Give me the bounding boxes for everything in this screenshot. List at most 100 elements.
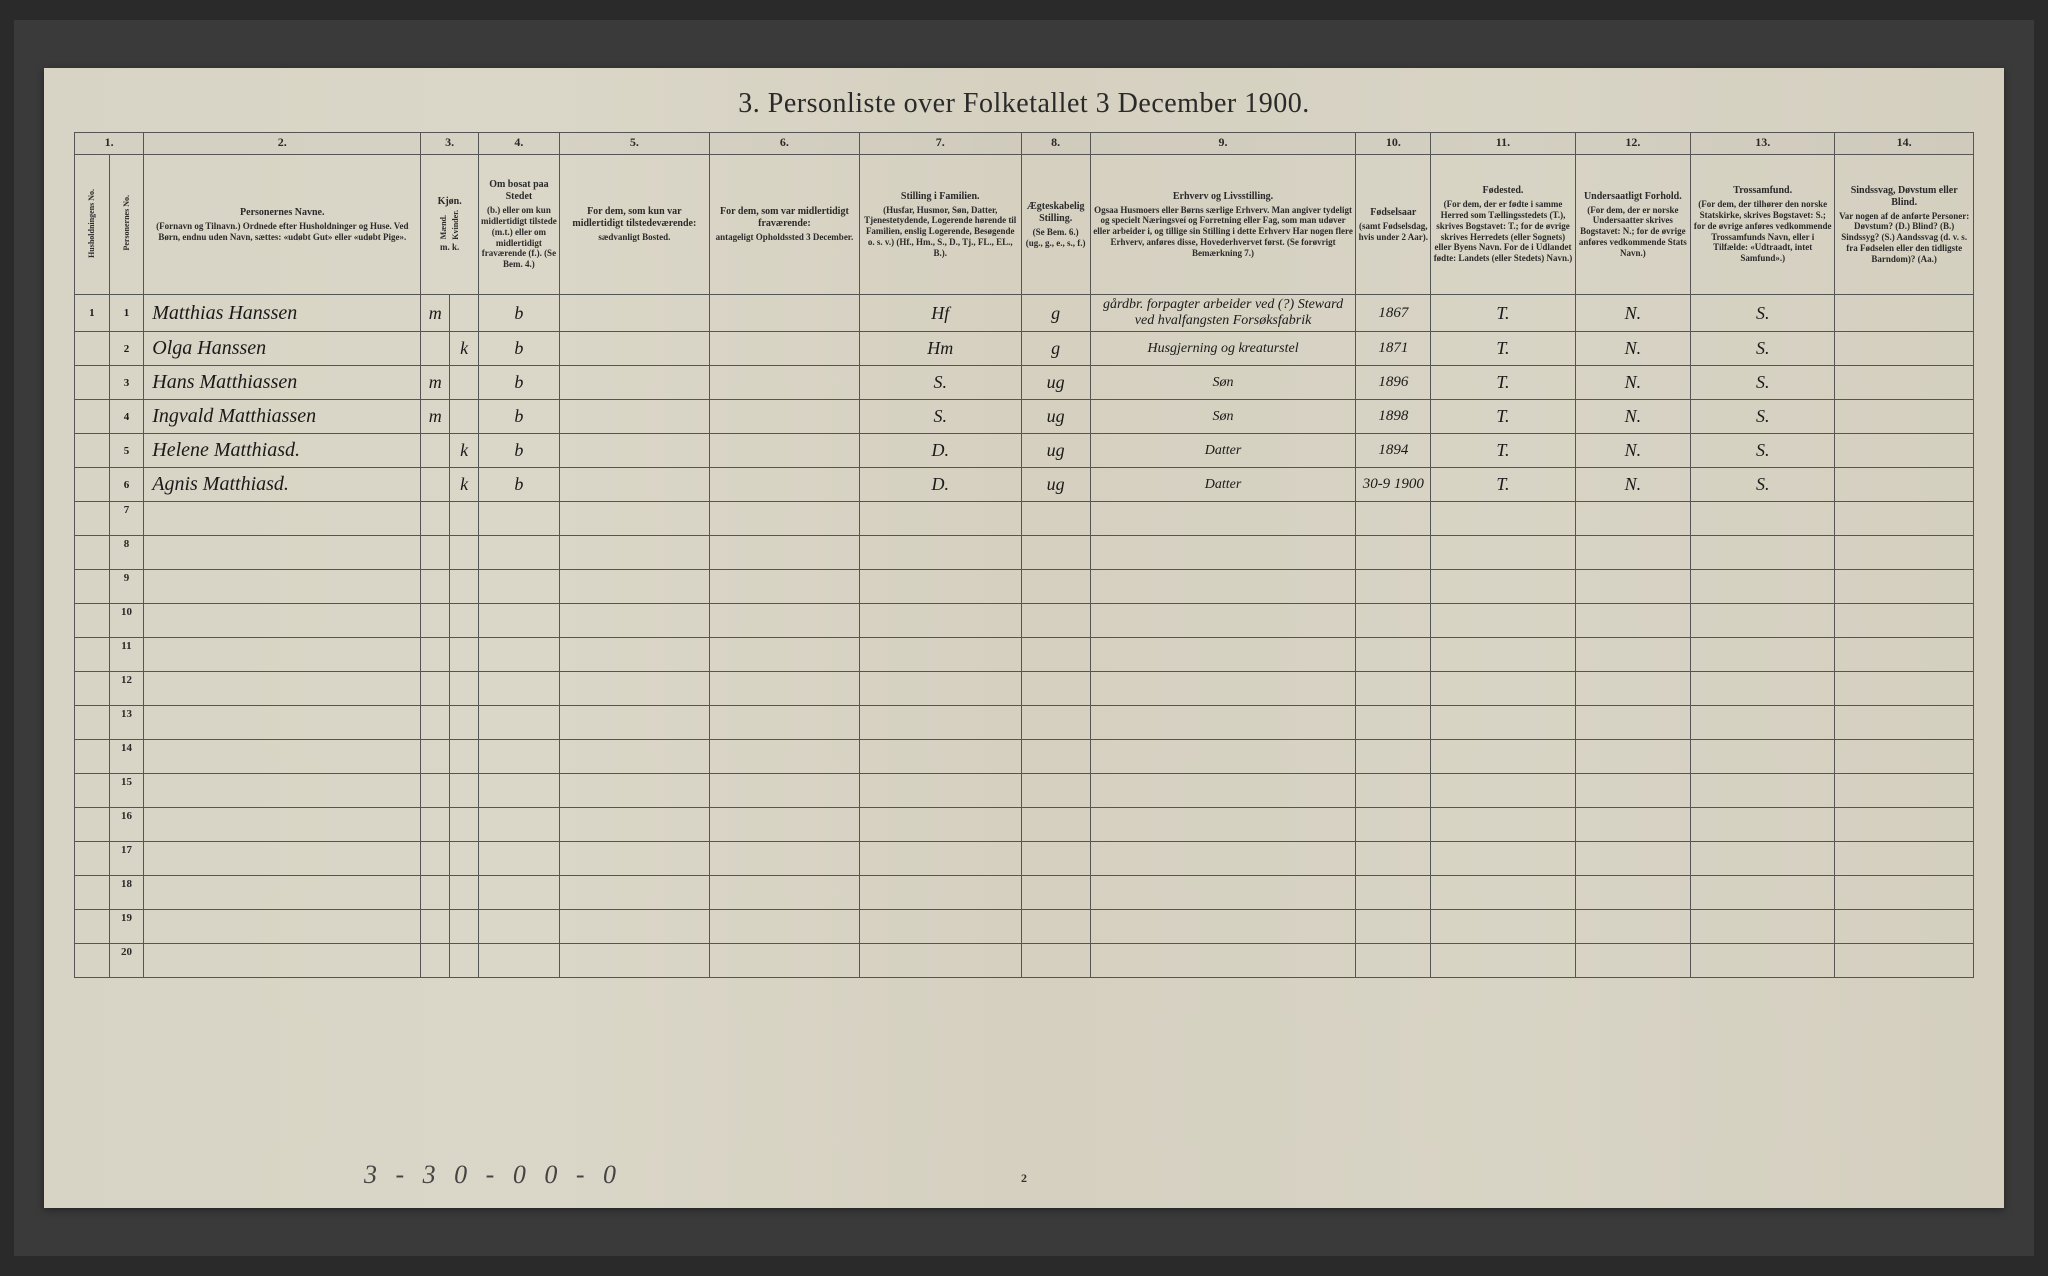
empty-cell bbox=[1090, 536, 1356, 570]
colnum-6: 6. bbox=[709, 133, 859, 155]
colnum-14: 14. bbox=[1835, 133, 1974, 155]
sex-k bbox=[450, 400, 479, 434]
header-sex: Kjøn.Mænd. Kvinder.m. k. bbox=[421, 155, 479, 295]
empty-cell bbox=[1575, 570, 1690, 604]
occupation: Datter bbox=[1090, 434, 1356, 468]
empty-cell bbox=[859, 638, 1021, 672]
household-num bbox=[75, 502, 110, 536]
residence: b bbox=[479, 366, 560, 400]
temp-present bbox=[559, 295, 709, 332]
disability bbox=[1835, 434, 1974, 468]
empty-cell bbox=[1691, 808, 1835, 842]
empty-cell bbox=[1835, 910, 1974, 944]
header-names: Personernes Navne.(Fornavn og Tilnavn.) … bbox=[144, 155, 421, 295]
empty-cell bbox=[859, 706, 1021, 740]
empty-cell bbox=[709, 808, 859, 842]
household-num bbox=[75, 434, 110, 468]
empty-cell bbox=[421, 672, 450, 706]
empty-cell bbox=[1356, 910, 1431, 944]
person-num: 20 bbox=[109, 944, 144, 978]
empty-cell bbox=[709, 842, 859, 876]
empty-cell bbox=[1356, 944, 1431, 978]
family-pos: Hf bbox=[859, 295, 1021, 332]
empty-cell bbox=[1575, 944, 1690, 978]
person-num: 8 bbox=[109, 536, 144, 570]
household-num bbox=[75, 468, 110, 502]
colnum-2: 2. bbox=[144, 133, 421, 155]
header-birthplace: Fødested.(For dem, der er fødte i samme … bbox=[1431, 155, 1575, 295]
empty-cell bbox=[450, 604, 479, 638]
header-temp-present: For dem, som kun var midlertidigt tilste… bbox=[559, 155, 709, 295]
empty-cell bbox=[1021, 876, 1090, 910]
empty-cell bbox=[1835, 604, 1974, 638]
empty-cell bbox=[709, 774, 859, 808]
family-pos: S. bbox=[859, 400, 1021, 434]
empty-cell bbox=[859, 672, 1021, 706]
empty-cell bbox=[1431, 774, 1575, 808]
column-number-row: 1. 2. 3. 4. 5. 6. 7. 8. 9. 10. 11. 12. 1… bbox=[75, 133, 1974, 155]
sex-m: m bbox=[421, 400, 450, 434]
table-row: 13 bbox=[75, 706, 1974, 740]
household-num: 1 bbox=[75, 295, 110, 332]
header-marital: Ægteskabelig Stilling.(Se Bem. 6.) (ug.,… bbox=[1021, 155, 1090, 295]
empty-cell bbox=[1835, 638, 1974, 672]
family-pos: S. bbox=[859, 366, 1021, 400]
empty-cell bbox=[559, 536, 709, 570]
empty-cell bbox=[421, 570, 450, 604]
empty-cell bbox=[1356, 570, 1431, 604]
birthplace: T. bbox=[1431, 468, 1575, 502]
empty-cell bbox=[479, 638, 560, 672]
empty-cell bbox=[450, 842, 479, 876]
empty-cell bbox=[144, 842, 421, 876]
empty-cell bbox=[859, 740, 1021, 774]
empty-cell bbox=[1021, 570, 1090, 604]
empty-cell bbox=[1431, 740, 1575, 774]
empty-cell bbox=[144, 502, 421, 536]
empty-cell bbox=[1021, 808, 1090, 842]
table-body: 1 1 Matthias Hanssen m b Hf g gårdbr. fo… bbox=[75, 295, 1974, 978]
sex-k: k bbox=[450, 468, 479, 502]
empty-cell bbox=[709, 740, 859, 774]
temp-absent bbox=[709, 366, 859, 400]
marital: ug bbox=[1021, 434, 1090, 468]
empty-cell bbox=[1691, 536, 1835, 570]
header-family-position: Stilling i Familien.(Husfar, Husmor, Søn… bbox=[859, 155, 1021, 295]
empty-cell bbox=[1431, 570, 1575, 604]
person-num: 12 bbox=[109, 672, 144, 706]
empty-cell bbox=[479, 876, 560, 910]
residence: b bbox=[479, 400, 560, 434]
empty-cell bbox=[144, 740, 421, 774]
birthplace: T. bbox=[1431, 332, 1575, 366]
empty-cell bbox=[144, 570, 421, 604]
person-num: 9 bbox=[109, 570, 144, 604]
birth-year: 1867 bbox=[1356, 295, 1431, 332]
empty-cell bbox=[421, 944, 450, 978]
empty-cell bbox=[559, 910, 709, 944]
empty-cell bbox=[1021, 672, 1090, 706]
empty-cell bbox=[479, 910, 560, 944]
empty-cell bbox=[1090, 672, 1356, 706]
empty-cell bbox=[450, 774, 479, 808]
empty-cell bbox=[1431, 910, 1575, 944]
empty-cell bbox=[709, 502, 859, 536]
residence: b bbox=[479, 332, 560, 366]
empty-cell bbox=[421, 740, 450, 774]
nationality: N. bbox=[1575, 434, 1690, 468]
household-num bbox=[75, 910, 110, 944]
page-number: 2 bbox=[1021, 1171, 1027, 1186]
nationality: N. bbox=[1575, 400, 1690, 434]
birthplace: T. bbox=[1431, 366, 1575, 400]
empty-cell bbox=[709, 536, 859, 570]
table-row: 19 bbox=[75, 910, 1974, 944]
residence: b bbox=[479, 434, 560, 468]
household-num bbox=[75, 944, 110, 978]
empty-cell bbox=[709, 672, 859, 706]
temp-absent bbox=[709, 434, 859, 468]
empty-cell bbox=[1021, 604, 1090, 638]
person-num: 19 bbox=[109, 910, 144, 944]
empty-cell bbox=[421, 706, 450, 740]
temp-absent bbox=[709, 400, 859, 434]
empty-cell bbox=[144, 774, 421, 808]
empty-cell bbox=[1021, 774, 1090, 808]
sex-k: k bbox=[450, 332, 479, 366]
